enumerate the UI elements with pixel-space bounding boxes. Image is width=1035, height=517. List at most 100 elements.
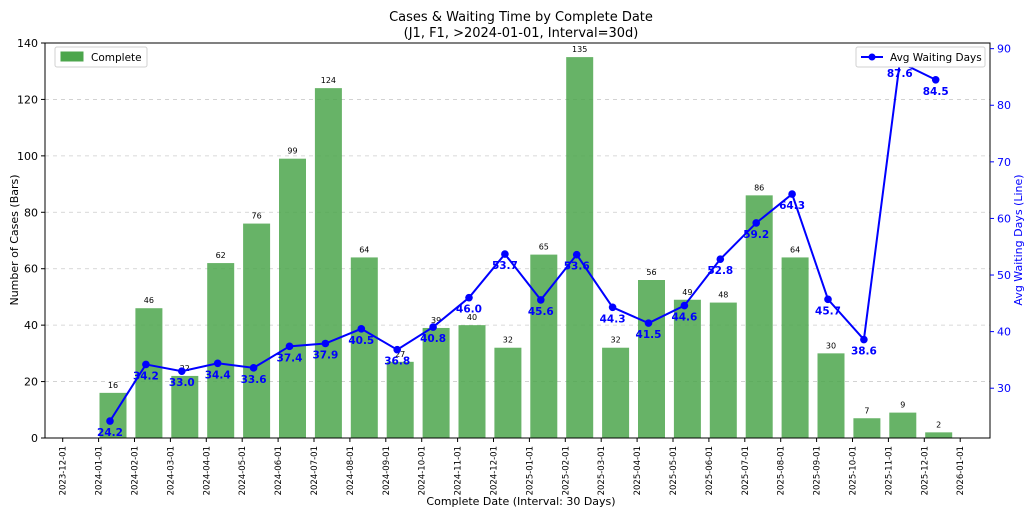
line-point — [285, 342, 294, 351]
x-axis: 2023-12-01 2024-01-01 2024-02-01 2024-03-01… — [59, 438, 966, 495]
x-tick-label: 2025-07-01 — [741, 446, 751, 495]
bar-value-label: 32 — [611, 336, 621, 345]
x-tick-label: 2025-02-01 — [561, 446, 571, 495]
x-tick-label: 2025-08-01 — [777, 446, 787, 495]
line-point — [249, 364, 258, 372]
bar-value-label: 62 — [216, 251, 226, 260]
line-point — [357, 324, 366, 333]
x-tick-label: 2024-11-01 — [454, 446, 464, 495]
bar-value-label: 22 — [180, 364, 190, 373]
line-path — [109, 60, 937, 422]
y-axis-right: 30 40 50 60 70 80 90 — [990, 43, 1011, 395]
legend-complete-label: Complete — [91, 52, 142, 64]
line-value-label: 64.3 — [779, 200, 805, 212]
line-value-label: 34.4 — [205, 369, 231, 381]
line-point — [465, 293, 473, 302]
x-axis-label: Complete Date (Interval: 30 Days) — [426, 495, 615, 508]
bar-value-label: 135 — [572, 45, 587, 54]
line-point — [680, 301, 689, 310]
bar — [566, 57, 594, 438]
x-tick-label: 2024-05-01 — [238, 446, 248, 495]
x-tick-label: 2025-11-01 — [884, 446, 894, 495]
line-point — [393, 345, 402, 354]
y-axis-left: 0 20 40 60 80 100 120 140 — [17, 37, 45, 445]
line-value-label: 46.0 — [456, 304, 482, 316]
x-tick-label: 2025-09-01 — [813, 446, 823, 495]
y-left-tick-label: 60 — [24, 263, 38, 276]
line-value-label: 53.7 — [492, 260, 518, 272]
x-tick-label: 2024-12-01 — [490, 446, 500, 495]
grid-lines — [45, 42, 990, 382]
x-tick-label: 2025-12-01 — [920, 446, 930, 495]
y-left-tick-label: 120 — [17, 93, 38, 106]
bar-value-label: 27 — [395, 350, 405, 359]
y-right-tick-label: 80 — [997, 99, 1011, 112]
bar — [925, 432, 953, 438]
line-value-label: 37.9 — [312, 349, 338, 361]
legend-complete-swatch — [60, 51, 84, 62]
line-point — [178, 367, 186, 376]
legend-waiting-label: Avg Waiting Days — [890, 52, 982, 64]
bar — [171, 375, 199, 438]
legend-complete: Complete — [54, 46, 148, 68]
line-value-label: 52.8 — [707, 265, 733, 277]
bar — [314, 88, 342, 439]
x-tick-label: 2024-04-01 — [202, 446, 212, 495]
x-tick-label: 2024-03-01 — [166, 446, 176, 495]
bar-value-label: 99 — [287, 147, 297, 156]
bar-value-label: 46 — [144, 296, 154, 305]
line-value-label: 41.5 — [636, 329, 662, 341]
line-point — [106, 417, 114, 425]
x-tick-label: 2024-08-01 — [346, 446, 356, 495]
bar — [889, 412, 917, 438]
line-value-label: 44.6 — [671, 312, 697, 324]
line-value-label: 24.2 — [97, 427, 123, 439]
line-value-label: 87.6 — [887, 68, 913, 80]
bar — [638, 280, 665, 438]
chart-title: Cases & Waiting Time by Complete Date — [389, 10, 653, 25]
x-tick-label: 2024-09-01 — [382, 446, 392, 495]
bar — [817, 353, 845, 438]
x-tick-label: 2024-01-01 — [95, 446, 105, 495]
bar — [709, 302, 737, 438]
bar-value-label: 64 — [359, 245, 369, 254]
line-value-label: 34.2 — [133, 370, 159, 382]
bar — [853, 418, 881, 438]
line-point — [644, 319, 653, 327]
line-point — [608, 303, 617, 312]
line-point — [716, 255, 725, 263]
line-value-label: 40.5 — [348, 335, 374, 347]
line-point — [213, 359, 222, 368]
line-point — [537, 296, 545, 304]
x-tick-label: 2024-06-01 — [274, 446, 284, 495]
x-tick-label: 2025-03-01 — [597, 446, 607, 495]
legend-waiting: Avg Waiting Days — [855, 46, 986, 68]
line-value-label: 38.6 — [851, 346, 877, 358]
bar-value-label: 65 — [539, 243, 549, 252]
bar — [494, 347, 522, 438]
bar — [745, 195, 773, 438]
bar — [207, 263, 235, 438]
line-point — [752, 219, 760, 227]
bar — [673, 299, 701, 438]
x-tick-label: 2023-12-01 — [59, 446, 69, 495]
line-value-label: 33.6 — [241, 374, 267, 386]
x-tick-label: 2025-06-01 — [705, 446, 715, 495]
y-left-tick-label: 140 — [17, 37, 38, 50]
line-point — [931, 75, 940, 84]
x-tick-label: 2024-02-01 — [131, 446, 141, 495]
y-left-tick-label: 40 — [24, 319, 38, 332]
line-value-label: 59.2 — [743, 229, 769, 241]
y-right-tick-label: 90 — [997, 43, 1011, 56]
bar — [386, 361, 414, 438]
bar — [458, 325, 486, 438]
y-right-tick-label: 30 — [997, 382, 1011, 395]
y-right-tick-label: 50 — [997, 269, 1011, 282]
bar-value-label: 40 — [467, 313, 477, 322]
bar-value-label: 48 — [718, 291, 728, 300]
line-value-label: 84.5 — [923, 86, 949, 98]
line-value-label: 44.3 — [600, 313, 626, 325]
y-left-tick-label: 80 — [24, 206, 38, 219]
